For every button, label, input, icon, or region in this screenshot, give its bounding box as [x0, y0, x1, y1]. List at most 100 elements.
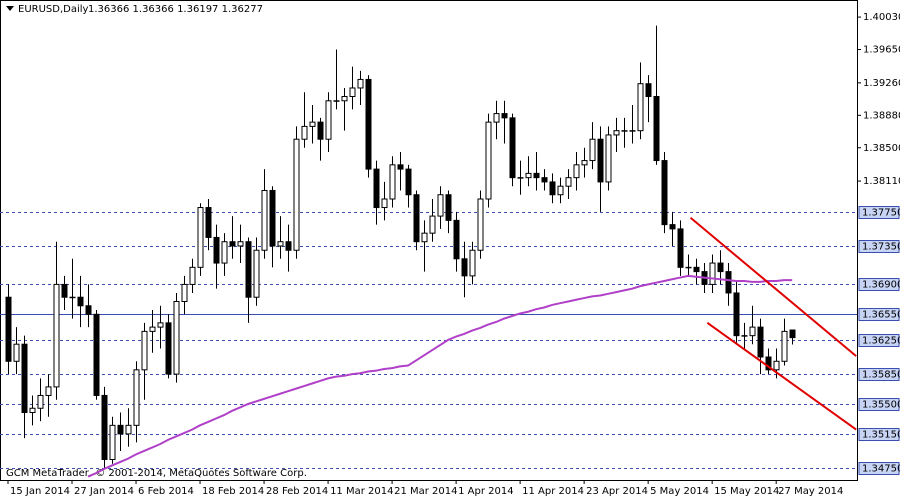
- header-icon: [6, 6, 14, 11]
- candle-body: [165, 322, 172, 375]
- candle-body: [773, 360, 780, 371]
- candle-body: [253, 249, 260, 298]
- candle-body: [397, 164, 404, 170]
- candle-body: [637, 83, 644, 132]
- candle-body: [317, 121, 324, 140]
- candle-body: [549, 181, 556, 196]
- candle-body: [261, 189, 268, 251]
- y-tick-label: 1.38500: [863, 143, 900, 154]
- x-tick-label: 6 Feb 2014: [138, 486, 194, 497]
- candle-body: [421, 232, 428, 243]
- level-label: 1.35850: [862, 370, 900, 381]
- level-label: 1.35150: [862, 430, 900, 441]
- candle-body: [309, 121, 316, 127]
- candle-body: [413, 194, 420, 243]
- y-tick-label: 1.39650: [863, 45, 900, 56]
- candle-body: [517, 177, 524, 179]
- x-tick-label: 1 Apr 2014: [458, 486, 513, 497]
- candle-body: [437, 194, 444, 217]
- candle-body: [229, 241, 236, 247]
- candle-body: [709, 262, 716, 285]
- candle-body: [669, 224, 676, 230]
- candle-body: [13, 343, 20, 362]
- chart-title: EURUSD,Daily: [18, 4, 89, 15]
- candle-body: [293, 138, 300, 251]
- candle-body: [45, 386, 52, 396]
- candle-body: [173, 300, 180, 375]
- candle-body: [93, 313, 100, 396]
- level-label-box: [858, 240, 900, 253]
- candle-body: [69, 296, 76, 299]
- candle-body: [85, 305, 92, 315]
- candle-body: [61, 283, 68, 298]
- candle-body: [245, 241, 252, 298]
- x-tick-label: 11 Mar 2014: [330, 486, 393, 497]
- candle-body: [621, 130, 628, 132]
- level-label-box: [858, 462, 900, 475]
- candle-body: [629, 130, 636, 132]
- candle-body: [237, 241, 244, 247]
- level-label-box: [858, 278, 900, 291]
- x-tick-label: 27 Jan 2014: [74, 486, 134, 497]
- candle-body: [149, 326, 156, 332]
- candle-body: [597, 138, 604, 183]
- candle-body: [189, 266, 196, 285]
- level-label: 1.36900: [862, 280, 900, 291]
- candle-body: [301, 125, 308, 140]
- candle-body: [29, 407, 36, 414]
- y-tick-label: 1.39260: [863, 78, 900, 89]
- candle-body: [37, 394, 44, 409]
- candle-body: [429, 215, 436, 234]
- y-tick-label: 1.38880: [863, 110, 900, 121]
- candle-body: [789, 329, 796, 339]
- candle-body: [541, 177, 548, 183]
- candle-body: [21, 343, 28, 414]
- level-label: 1.35500: [862, 400, 900, 411]
- candle-body: [389, 164, 396, 200]
- level-label-box: [858, 428, 900, 441]
- x-tick-label: 27 May 2014: [778, 486, 843, 497]
- trendline: [689, 217, 857, 357]
- candle-body: [733, 292, 740, 337]
- level-label-box: [858, 398, 900, 411]
- trendline: [706, 322, 857, 431]
- candle-body: [197, 207, 204, 268]
- candle-body: [205, 207, 212, 238]
- candle-body: [781, 330, 788, 362]
- candle-body: [445, 194, 452, 221]
- copyright: GCM MetaTrader, © 2001-2014, MetaQuotes …: [6, 468, 307, 479]
- candle-body: [661, 160, 668, 226]
- candle-body: [181, 283, 188, 302]
- candle-body: [325, 100, 332, 140]
- x-tick-label: 11 Apr 2014: [522, 486, 584, 497]
- level-label: 1.37750: [862, 208, 900, 219]
- candle-body: [677, 228, 684, 268]
- candle-body: [757, 326, 764, 358]
- candle-body: [501, 113, 508, 119]
- level-label-box: [858, 308, 900, 321]
- candle-body: [333, 100, 340, 102]
- candle-body: [653, 96, 660, 162]
- candle-body: [341, 96, 348, 102]
- candle-body: [77, 296, 84, 307]
- level-label: 1.36550: [862, 310, 900, 321]
- candle-body: [381, 198, 388, 209]
- candle-body: [277, 241, 284, 247]
- candle-body: [357, 78, 364, 89]
- candle-body: [109, 424, 116, 461]
- candle-body: [573, 164, 580, 179]
- candle-body: [589, 138, 596, 162]
- candle-body: [461, 258, 468, 277]
- candle-body: [365, 78, 372, 170]
- candle-body: [221, 241, 228, 264]
- candle-body: [117, 424, 124, 435]
- candle-body: [269, 189, 276, 247]
- candle-body: [613, 130, 620, 136]
- candle-body: [405, 168, 412, 196]
- x-tick-label: 15 Jan 2014: [10, 486, 70, 497]
- candle-body: [749, 326, 756, 337]
- level-label-box: [858, 206, 900, 219]
- plot-frame: [0, 0, 858, 481]
- candle-body: [565, 177, 572, 187]
